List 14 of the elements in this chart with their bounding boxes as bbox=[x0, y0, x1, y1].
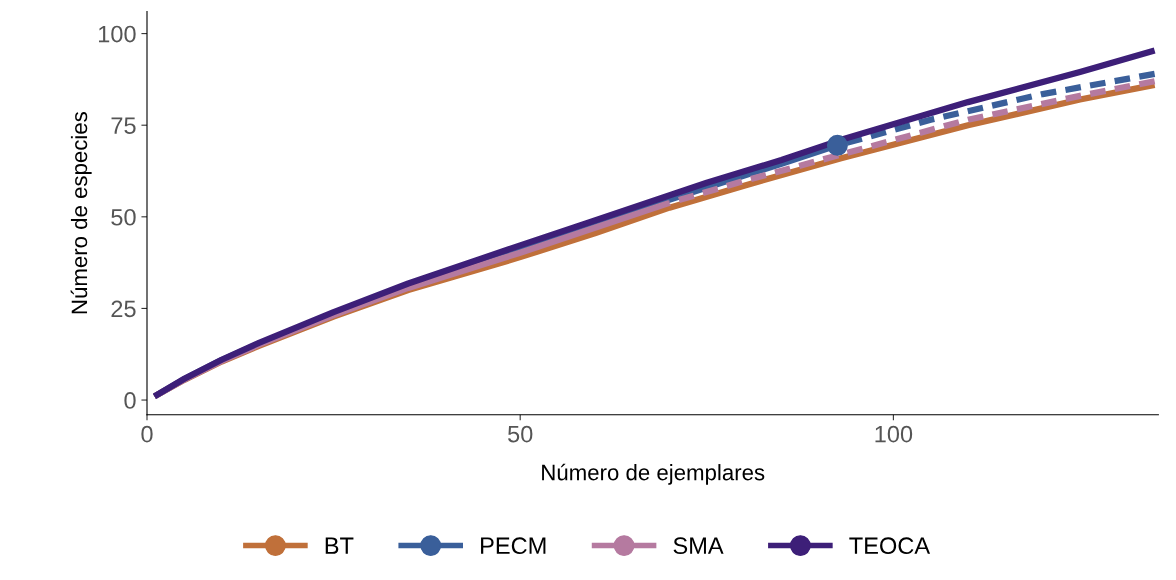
y-tick-label: 0 bbox=[124, 392, 136, 409]
legend-label: PECM bbox=[481, 537, 546, 555]
x-tick-label: 50 bbox=[508, 425, 533, 443]
legend-label: SMA bbox=[673, 537, 724, 555]
y-tick-label: 100 bbox=[98, 25, 136, 43]
y-axis-title: Número de especies bbox=[70, 112, 92, 314]
y-tick-label: 50 bbox=[111, 208, 136, 226]
legend-label: TEOCA bbox=[849, 537, 931, 555]
legend-label: BT bbox=[325, 537, 354, 554]
x-tick-label: 100 bbox=[875, 425, 913, 443]
y-tick-label: 75 bbox=[111, 117, 136, 134]
x-tick-label: 0 bbox=[141, 425, 153, 443]
x-axis-title: Número de ejemplares bbox=[542, 463, 765, 485]
y-tick-label: 25 bbox=[111, 300, 136, 318]
